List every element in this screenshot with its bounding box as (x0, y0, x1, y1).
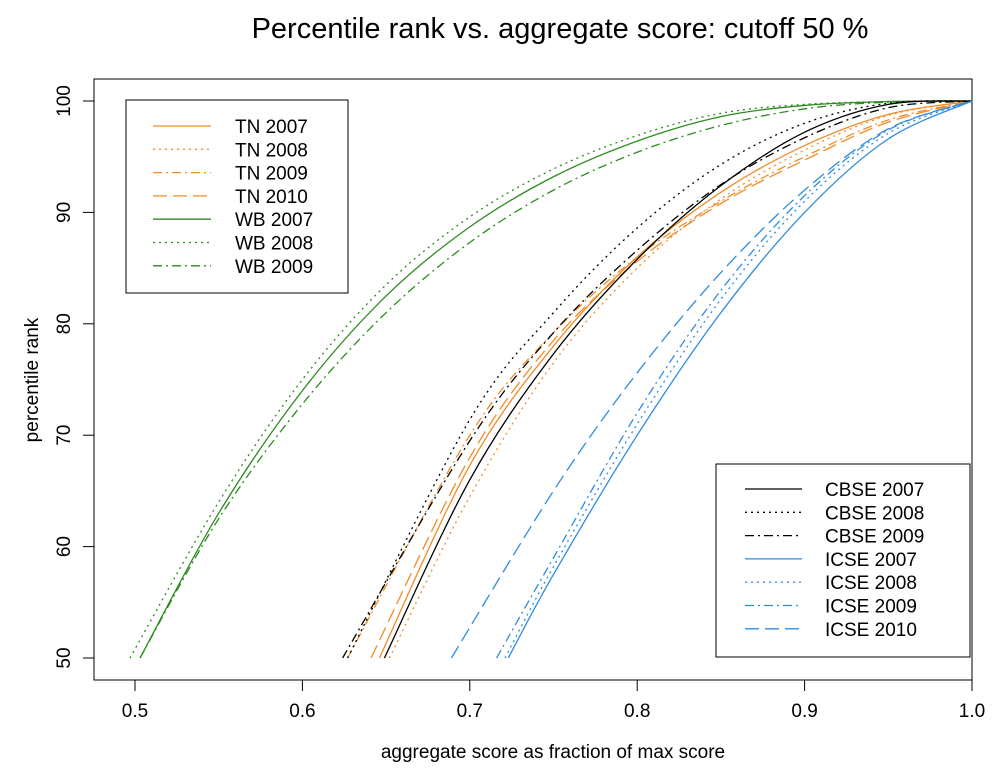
x-tick-label: 0.9 (791, 701, 817, 722)
series-line-tn-2008 (388, 100, 973, 659)
x-axis: 0.5 0.6 0.7 0.8 0.9 1.0 (122, 680, 985, 722)
y-tick-label: 100 (54, 85, 75, 117)
plot-frame (93, 78, 973, 681)
legend-entry: CBSE 2007 (825, 480, 924, 501)
series-line-cbse-2007 (383, 100, 973, 659)
x-tick-label: 0.5 (122, 701, 148, 722)
legend-entry: TN 2008 (235, 140, 308, 161)
legend-entry: ICSE 2008 (825, 573, 917, 594)
series-line-icse-2008 (504, 100, 973, 659)
legend-entry: ICSE 2009 (825, 597, 917, 618)
legend-entry: TN 2010 (235, 187, 308, 208)
chart-title: Percentile rank vs. aggregate score: cut… (252, 13, 869, 45)
y-axis-label: percentile rank (22, 317, 43, 442)
x-tick-label: 0.6 (289, 701, 315, 722)
legend-entry: CBSE 2008 (825, 503, 924, 524)
series-line-icse-2010 (450, 100, 973, 659)
series-line-cbse-2008 (347, 100, 973, 659)
x-tick-label: 0.8 (624, 701, 650, 722)
y-axis: 50 60 70 80 90 100 (54, 85, 94, 669)
legend-entry: TN 2009 (235, 164, 308, 185)
series-line-icse-2009 (496, 100, 973, 659)
x-tick-label: 1.0 (959, 701, 985, 722)
legend-box (715, 463, 971, 658)
y-tick-label: 70 (54, 425, 75, 446)
y-tick-label: 90 (54, 202, 75, 223)
series-layer (129, 100, 973, 659)
legend-entry: CBSE 2009 (825, 527, 924, 548)
legend-entry: WB 2009 (235, 257, 313, 278)
legend-entry: TN 2007 (235, 117, 308, 138)
legend-entry: WB 2008 (235, 234, 313, 255)
series-line-tn-2010 (370, 100, 973, 659)
y-tick-label: 80 (54, 313, 75, 334)
x-tick-label: 0.7 (457, 701, 483, 722)
series-line-wb-2008 (129, 100, 973, 659)
legend-entry: WB 2007 (235, 210, 313, 231)
x-axis-label: aggregate score as fraction of max score (381, 742, 725, 763)
series-line-wb-2009 (139, 100, 973, 659)
series-line-tn-2007 (378, 100, 973, 659)
series-line-wb-2007 (139, 100, 973, 659)
y-tick-label: 50 (54, 647, 75, 668)
legend-entry: ICSE 2007 (825, 550, 917, 571)
y-tick-label: 60 (54, 536, 75, 557)
series-line-icse-2007 (507, 100, 973, 659)
series-line-tn-2009 (347, 100, 973, 659)
series-line-cbse-2009 (342, 100, 973, 659)
legend-entry: ICSE 2010 (825, 620, 917, 641)
